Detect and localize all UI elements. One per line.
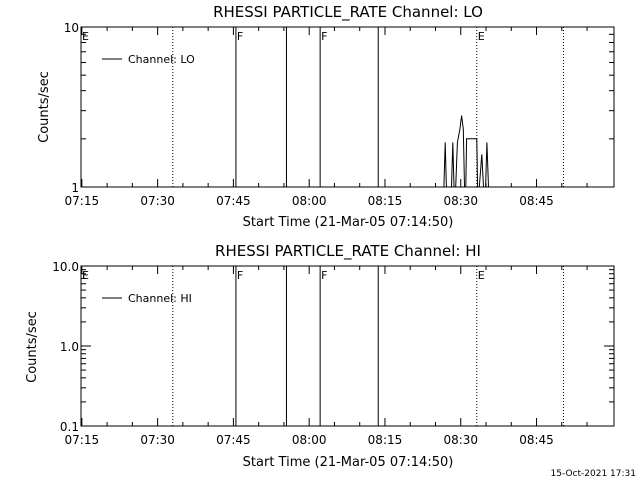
x-tick-label: 07:30 — [140, 433, 175, 447]
series-line — [443, 115, 489, 188]
x-tick-label: 08:30 — [443, 433, 478, 447]
x-tick-label: 08:15 — [368, 194, 403, 208]
panel-lo-axes-frame — [80, 26, 615, 188]
x-tick-label: 07:15 — [65, 194, 100, 208]
panel-lo-title: RHESSI PARTICLE_RATE Channel: LO — [213, 3, 483, 22]
x-tick-label: 08:15 — [368, 433, 403, 447]
y-tick-label: 0.1 — [60, 420, 79, 434]
panel-hi-title: RHESSI PARTICLE_RATE Channel: HI — [215, 242, 481, 261]
y-tick-label: 10 — [64, 21, 79, 35]
panel-lo-x-ticks: 07:15 07:30 07:45 08:00 08:15 08:30 08:45 — [65, 27, 588, 208]
generation-timestamp: 15-Oct-2021 17:31 — [551, 469, 636, 479]
event-flag-label: E — [82, 269, 89, 282]
panel-lo-y-ticks: 1 10 — [64, 21, 614, 195]
y-tick-label: 1 — [71, 181, 79, 195]
event-flag-label: F — [321, 30, 327, 43]
event-flag-label: F — [237, 269, 243, 282]
panel-lo-series — [443, 115, 489, 188]
x-tick-label: 08:00 — [292, 433, 327, 447]
panel-hi-legend: Channel: HI — [102, 292, 192, 305]
x-tick-label: 07:45 — [216, 194, 251, 208]
panel-hi-legend-label: Channel: HI — [128, 292, 192, 305]
panel-hi-y-ticks: 0.1 1.0 10.0 — [52, 260, 614, 434]
x-tick-label: 07:30 — [140, 194, 175, 208]
event-flag-label: F — [321, 269, 327, 282]
panel-hi-x-ticks: 07:15 07:30 07:45 08:00 08:15 08:30 08:45 — [65, 266, 588, 447]
x-tick-label: 08:45 — [519, 433, 554, 447]
event-flag-label: E — [82, 30, 89, 43]
y-tick-label: 10.0 — [52, 260, 79, 274]
event-flag-label: F — [237, 30, 243, 43]
panel-lo-y-axis-label: Counts/sec — [37, 71, 52, 143]
panel-lo: RHESSI PARTICLE_RATE Channel: LO E F F E 07… — [37, 3, 615, 230]
panel-lo-x-axis-label: Start Time (21-Mar-05 07:14:50) — [243, 215, 454, 230]
panel-hi-y-axis-label: Counts/sec — [25, 311, 40, 383]
event-flag-label: E — [478, 30, 485, 43]
y-tick-label: 1.0 — [60, 340, 79, 354]
x-tick-label: 08:45 — [519, 194, 554, 208]
panel-hi-x-axis-label: Start Time (21-Mar-05 07:14:50) — [243, 455, 454, 470]
panel-lo-legend-label: Channel: LO — [128, 53, 195, 66]
x-tick-label: 08:30 — [443, 194, 478, 208]
panel-lo-legend: Channel: LO — [102, 53, 195, 66]
x-tick-label: 08:00 — [292, 194, 327, 208]
event-flag-label: E — [478, 269, 485, 282]
panel-hi: RHESSI PARTICLE_RATE Channel: HI E F F E 07… — [25, 242, 615, 470]
x-tick-label: 07:45 — [216, 433, 251, 447]
x-tick-label: 07:15 — [65, 433, 100, 447]
